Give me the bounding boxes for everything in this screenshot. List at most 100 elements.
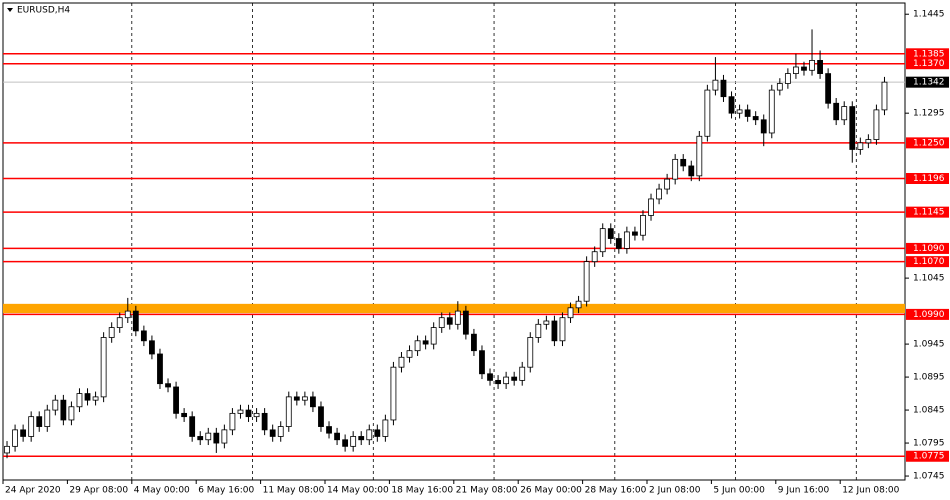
candle-body bbox=[720, 79, 727, 98]
candle bbox=[857, 137, 864, 155]
candle bbox=[334, 427, 340, 446]
level-label: 1.0990 bbox=[913, 310, 945, 320]
candle-body bbox=[567, 307, 574, 319]
x-tick-label: 12 Jun 08:00 bbox=[842, 486, 899, 496]
candle-body bbox=[768, 89, 775, 134]
candle-body bbox=[688, 165, 695, 177]
level-label-bg bbox=[906, 308, 949, 320]
candle-body bbox=[285, 396, 292, 427]
candle bbox=[60, 394, 67, 426]
candle-body bbox=[535, 323, 542, 338]
candle bbox=[495, 375, 501, 389]
candle-body bbox=[632, 231, 638, 236]
candle-body bbox=[205, 432, 212, 441]
x-tick-label: 24 Apr 2020 bbox=[5, 486, 61, 496]
level-label: 1.1145 bbox=[913, 208, 945, 218]
y-tick-label: 1.1445 bbox=[913, 10, 945, 20]
y-tick-label: 1.1045 bbox=[913, 274, 945, 284]
candle-body bbox=[293, 396, 300, 401]
candle-body bbox=[503, 376, 510, 385]
candle bbox=[599, 223, 606, 258]
candle bbox=[849, 101, 856, 163]
candle-body bbox=[181, 412, 188, 418]
candle bbox=[390, 361, 397, 426]
candle bbox=[833, 98, 840, 126]
candle bbox=[615, 233, 622, 254]
candle-body bbox=[454, 310, 461, 325]
candle bbox=[165, 378, 171, 393]
candle-body bbox=[495, 379, 501, 385]
candle-body bbox=[44, 409, 51, 427]
candle bbox=[181, 408, 188, 422]
candle-body bbox=[189, 416, 196, 437]
candle bbox=[422, 335, 429, 350]
x-tick-label: 6 May 16:00 bbox=[198, 486, 254, 496]
candle-body bbox=[28, 416, 35, 437]
candle bbox=[277, 421, 284, 442]
candle-body bbox=[752, 116, 759, 121]
candle-body bbox=[229, 412, 236, 431]
candle bbox=[881, 76, 888, 116]
candle-body bbox=[736, 109, 743, 114]
y-tick-label: 1.0895 bbox=[913, 373, 945, 383]
candle bbox=[809, 29, 815, 76]
candle-body bbox=[793, 66, 799, 74]
candle bbox=[712, 57, 719, 96]
candle-body bbox=[4, 445, 10, 454]
menu-arrow[interactable] bbox=[7, 8, 13, 12]
candle-body bbox=[277, 426, 284, 437]
candle-body bbox=[446, 317, 453, 325]
candle bbox=[358, 431, 365, 446]
candle-body bbox=[623, 231, 630, 249]
y-tick-label: 1.0945 bbox=[913, 340, 945, 350]
candle-body bbox=[382, 419, 389, 437]
candle bbox=[76, 388, 83, 413]
candle bbox=[776, 78, 783, 96]
candle bbox=[310, 391, 316, 413]
y-tick-label: 1.0845 bbox=[913, 406, 945, 416]
candle-body bbox=[857, 142, 864, 150]
current-price-label: 1.1342 bbox=[913, 78, 945, 88]
x-tick-label: 5 Jun 00:00 bbox=[713, 486, 765, 496]
candle-body bbox=[334, 432, 340, 441]
level-label-bg bbox=[906, 58, 949, 70]
candle bbox=[20, 424, 27, 442]
candle-body bbox=[140, 330, 147, 342]
candle bbox=[12, 424, 18, 452]
candle-body bbox=[173, 386, 179, 414]
candle-body bbox=[712, 79, 719, 91]
candle-body bbox=[406, 350, 413, 358]
candle-body bbox=[841, 106, 848, 121]
candle-body bbox=[342, 439, 349, 447]
current-price-label-bg bbox=[906, 76, 949, 88]
candle-body bbox=[728, 96, 735, 114]
candle-body bbox=[20, 429, 27, 437]
candle-body bbox=[149, 340, 155, 355]
candle-body bbox=[132, 310, 139, 332]
candle bbox=[269, 424, 276, 442]
candle-body bbox=[664, 178, 671, 190]
candle-body bbox=[430, 327, 437, 345]
candle bbox=[342, 434, 349, 452]
candle-body bbox=[648, 198, 654, 216]
candle bbox=[157, 348, 163, 389]
y-tick-label: 1.1295 bbox=[913, 109, 945, 119]
candle-body bbox=[438, 317, 445, 328]
candle-body bbox=[422, 340, 429, 345]
candle bbox=[454, 301, 461, 330]
candle-body bbox=[776, 83, 783, 91]
candle-body bbox=[591, 251, 598, 263]
candle bbox=[559, 312, 566, 347]
candle bbox=[801, 61, 807, 76]
candle bbox=[760, 114, 767, 147]
candle-body bbox=[237, 409, 244, 414]
candle-body bbox=[358, 436, 365, 441]
candle bbox=[84, 388, 91, 406]
plot-frame bbox=[2, 2, 906, 481]
candle-body bbox=[511, 376, 518, 381]
candle bbox=[245, 404, 252, 422]
candle-body bbox=[656, 188, 662, 200]
candle bbox=[108, 322, 115, 343]
level-label: 1.1250 bbox=[913, 138, 945, 148]
candle bbox=[197, 431, 204, 446]
